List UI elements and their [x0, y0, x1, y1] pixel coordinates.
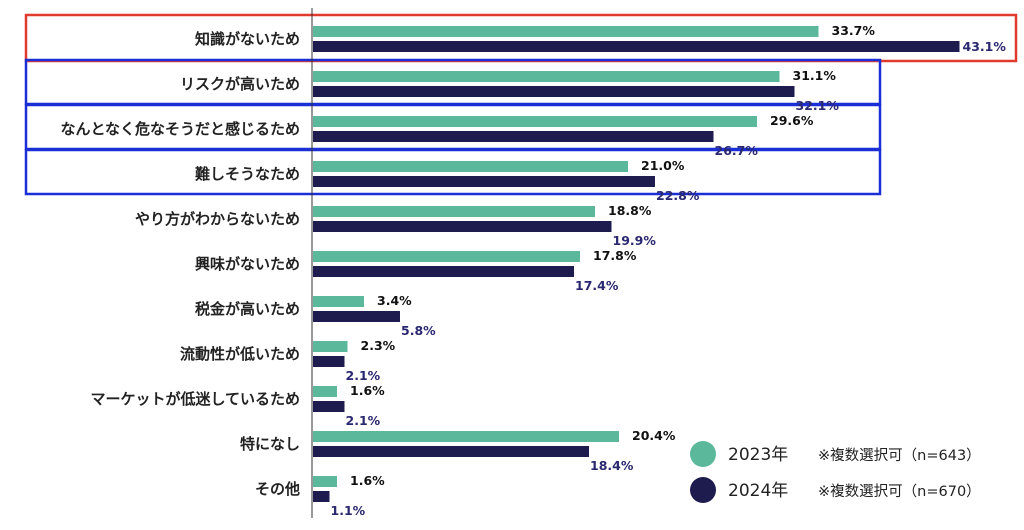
category-label: 興味がないため	[195, 255, 300, 273]
data-label-2024: 17.4%	[575, 278, 619, 293]
data-label-2023: 31.1%	[793, 68, 837, 83]
bar-2024	[313, 176, 655, 187]
category-label: 税金が高いため	[195, 300, 300, 318]
data-label-2023: 21.0%	[641, 158, 685, 173]
highlight-boxes	[24, 13, 1018, 196]
data-label-2024: 5.8%	[401, 323, 436, 338]
category-label: 流動性が低いため	[180, 345, 300, 363]
bar-2023	[313, 386, 337, 397]
bar-2024	[313, 491, 330, 502]
legend-label: 2023年	[728, 445, 788, 465]
data-label-2023: 29.6%	[770, 113, 814, 128]
data-label-2024: 43.1%	[963, 39, 1007, 54]
legend-swatch-2023	[690, 441, 716, 467]
bar-2024	[313, 221, 612, 232]
data-label-2023: 3.4%	[377, 293, 412, 308]
data-label-2023: 33.7%	[832, 23, 876, 38]
bar-2024	[313, 41, 960, 52]
highlight-box-red	[24, 13, 1018, 63]
bar-2024	[313, 86, 795, 97]
data-label-2023: 2.3%	[361, 338, 396, 353]
bar-2024	[313, 446, 589, 457]
bar-2024	[313, 401, 345, 412]
bar-2024	[313, 131, 714, 142]
bar-2023	[313, 296, 364, 307]
bar-2023	[313, 26, 819, 37]
data-label-2024: 22.8%	[656, 188, 700, 203]
data-label-2023: 17.8%	[593, 248, 637, 263]
bar-2023	[313, 116, 757, 127]
data-label-2024: 2.1%	[346, 368, 381, 383]
bar-2023	[313, 206, 595, 217]
category-label: なんとなく危なそうだと感じるため	[60, 120, 300, 138]
bar-2024	[313, 266, 574, 277]
legend-note: ※複数選択可（n=643）	[818, 447, 981, 464]
bar-2023	[313, 71, 780, 82]
category-label: マーケットが低迷しているため	[90, 390, 300, 408]
data-label-2024: 32.1%	[796, 98, 840, 113]
highlight-box-blue	[24, 148, 882, 196]
category-label: その他	[255, 480, 300, 498]
legend-note: ※複数選択可（n=670）	[818, 483, 981, 500]
category-label: リスクが高いため	[180, 75, 300, 93]
legend-swatch-2024	[690, 477, 716, 503]
data-label-2023: 18.8%	[608, 203, 652, 218]
data-label-2024: 2.1%	[346, 413, 381, 428]
data-label-2024: 18.4%	[590, 458, 634, 473]
category-label: 特になし	[240, 435, 300, 453]
category-label: 知識がないため	[195, 30, 300, 48]
data-label-2024: 19.9%	[613, 233, 657, 248]
bar-2023	[313, 341, 348, 352]
data-label-2023: 1.6%	[350, 473, 385, 488]
category-label: やり方がわからないため	[135, 210, 300, 228]
bar-2024	[313, 311, 400, 322]
bar-2023	[313, 431, 619, 442]
legend: 2023年 ※複数選択可（n=643） 2024年 ※複数選択可（n=670）	[690, 441, 981, 503]
data-label-2024: 26.7%	[715, 143, 759, 158]
legend-label: 2024年	[728, 481, 788, 501]
data-label-2023: 20.4%	[632, 428, 676, 443]
bars: 33.7% 43.1% 31.1% 32.1%29.6% 26.7% 21.0% 22.8%…	[313, 23, 1006, 518]
data-label-2023: 1.6%	[350, 383, 385, 398]
bar-2023	[313, 476, 337, 487]
category-label: 難しそうなため	[195, 165, 300, 183]
data-label-2024: 1.1%	[331, 503, 366, 518]
bar-2024	[313, 356, 345, 367]
bar-2023	[313, 161, 628, 172]
category-labels: 知識がないためリスクが高いためなんとなく危なそうだと感じるため難しそうなためやり…	[60, 30, 300, 498]
bar-2023	[313, 251, 580, 262]
